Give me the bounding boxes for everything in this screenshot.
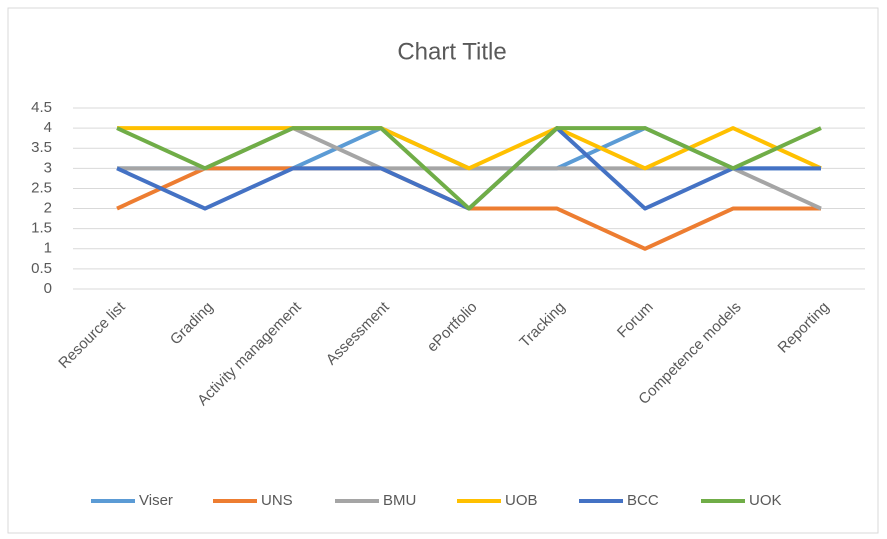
legend-label: BCC <box>627 492 659 509</box>
y-tick-label: 1 <box>44 240 52 257</box>
y-tick-label: 3 <box>44 159 52 176</box>
y-tick-label: 1.5 <box>31 220 52 237</box>
legend-label: UOK <box>749 492 782 509</box>
y-tick-label: 4.5 <box>31 99 52 116</box>
y-tick-label: 0.5 <box>31 260 52 277</box>
series-line <box>116 126 822 211</box>
legend-label: Viser <box>139 492 173 509</box>
legend-label: UNS <box>261 492 293 509</box>
y-tick-label: 2.5 <box>31 179 52 196</box>
y-tick-label: 2 <box>44 200 52 217</box>
series-line <box>117 126 822 171</box>
y-tick-label: 4 <box>44 119 52 136</box>
y-tick-label: 3.5 <box>31 139 52 156</box>
legend-label: BMU <box>383 492 416 509</box>
legend-label: UOB <box>505 492 538 509</box>
chart-frame <box>7 7 879 534</box>
y-tick-label: 0 <box>44 280 52 297</box>
chart-title: Chart Title <box>397 38 506 65</box>
